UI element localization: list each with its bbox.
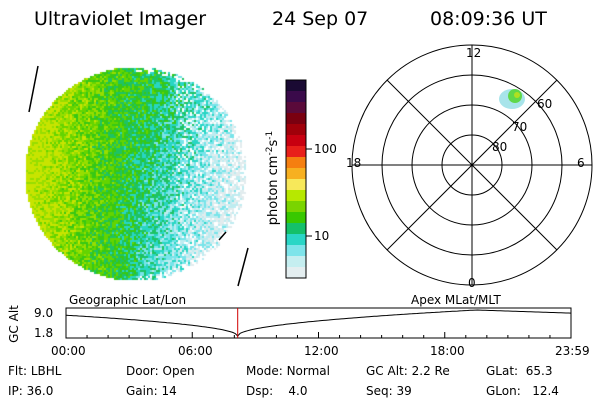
info-glon: GLon: 12.4: [486, 384, 559, 398]
colorbar-segment: [286, 146, 306, 158]
info-door-label: Door:: [126, 364, 159, 378]
colorbar-label-exp2: -1: [264, 130, 275, 140]
colorbar-segment: [286, 168, 306, 180]
info-dsp-value: 4.0: [288, 384, 308, 398]
colorbar-segment: [286, 91, 306, 103]
info-seq: Seq: 39: [366, 384, 412, 398]
info-glon-label: GLon:: [486, 384, 521, 398]
colorbar-segment: [286, 113, 306, 125]
timeline-tick-label-0000: 00:00: [51, 344, 86, 358]
colorbar-segment: [286, 135, 306, 147]
limb-line-tick: [218, 231, 227, 241]
colorbar-segment: [286, 267, 306, 279]
colorbar-segment: [286, 212, 306, 224]
colorbar-segment: [286, 190, 306, 202]
colorbar-segment: [286, 223, 306, 235]
info-mode: Mode: Normal: [246, 364, 330, 378]
info-gcalt-value: 2.2 Re: [411, 364, 450, 378]
timeline-y-top: 9.0: [34, 306, 54, 320]
timeline-left-label: Geographic Lat/Lon: [69, 293, 187, 307]
timeline-tick-label-1800: 18:00: [430, 344, 465, 358]
colorbar-label-main: photon cm: [266, 155, 282, 226]
info-door: Door: Open: [126, 364, 195, 378]
earth-uv-image: [10, 56, 250, 286]
info-gain-value: 14: [161, 384, 177, 398]
info-glat: GLat: 65.3: [486, 364, 552, 378]
colorbar-tick-label-100: 100: [314, 142, 337, 156]
colorbar-segment: [286, 102, 306, 114]
info-gcalt-label: GC Alt:: [366, 364, 408, 378]
colorbar-segment: [286, 124, 306, 136]
info-flt-value: LBHL: [30, 364, 62, 378]
timeline-ticks: [65, 332, 572, 338]
info-gain-label: Gain:: [126, 384, 158, 398]
info-glat-value: 65.3: [525, 364, 553, 378]
info-ip: IP: 36.0: [8, 384, 53, 398]
info-glat-label: GLat:: [486, 364, 519, 378]
timeline-tick-label-2359: 23:59: [555, 344, 590, 358]
colorbar-segment: [286, 234, 306, 246]
colorbar-segment: [286, 179, 306, 191]
polar-diagonal-2: [386, 79, 558, 251]
info-ip-value: 36.0: [26, 384, 54, 398]
limb-line-upper-left: [28, 65, 39, 113]
colorbar-label-mid: s: [266, 139, 282, 147]
info-seq-value: 39: [396, 384, 412, 398]
polar-label-lat-80: 80: [492, 140, 508, 154]
info-glon-value: 12.4: [532, 384, 559, 398]
timeline-y-title: GC Alt: [6, 305, 21, 343]
timeline-plot: [65, 307, 572, 339]
info-gain: Gain: 14: [126, 384, 177, 398]
colorbar-frame: [285, 79, 307, 279]
info-flt: Flt: LBHL: [8, 364, 61, 378]
polar-label-18: 18: [346, 156, 362, 170]
colorbar-tick-label-10: 10: [314, 229, 330, 243]
info-dsp-label: Dsp:: [246, 384, 274, 398]
timeline-y-bottom: 1.8: [34, 326, 54, 340]
info-ip-label: IP:: [8, 384, 23, 398]
info-door-value: Open: [162, 364, 195, 378]
polar-label-lat-60: 60: [537, 97, 553, 111]
colorbar-segment: [286, 256, 306, 268]
colorbar-segment: [286, 201, 306, 213]
altitude-curve: [65, 309, 572, 337]
aurora-blob-peak: [514, 92, 520, 98]
limb-line-lower-right: [237, 247, 249, 287]
colorbar-label-exp1: -2: [264, 146, 275, 156]
colorbar-segment: [286, 245, 306, 257]
date-label: 24 Sep 07: [272, 8, 369, 30]
info-mode-label: Mode:: [246, 364, 283, 378]
polar-plot: [351, 44, 593, 286]
polar-label-lat-70: 70: [512, 120, 528, 134]
info-dsp: Dsp: 4.0: [246, 384, 308, 398]
polar-label-6: 6: [577, 156, 585, 170]
colorbar-segment: [286, 157, 306, 169]
time-label: 08:09:36 UT: [430, 8, 547, 30]
colorbar-segment: [286, 80, 306, 92]
colorbar: [286, 80, 306, 279]
polar-label-12: 12: [466, 46, 482, 60]
info-mode-value: Normal: [286, 364, 330, 378]
info-gcalt: GC Alt: 2.2 Re: [366, 364, 450, 378]
page-title: Ultraviolet Imager: [34, 8, 207, 30]
info-seq-label: Seq:: [366, 384, 393, 398]
colorbar-axis-label: photon cm-2s-1: [265, 131, 281, 225]
info-flt-label: Flt:: [8, 364, 27, 378]
timeline-tick-label-0600: 06:00: [178, 344, 213, 358]
timeline-right-label: Apex MLat/MLT: [411, 293, 501, 307]
timeline-tick-label-1200: 12:00: [304, 344, 339, 358]
polar-label-0: 0: [468, 276, 476, 290]
